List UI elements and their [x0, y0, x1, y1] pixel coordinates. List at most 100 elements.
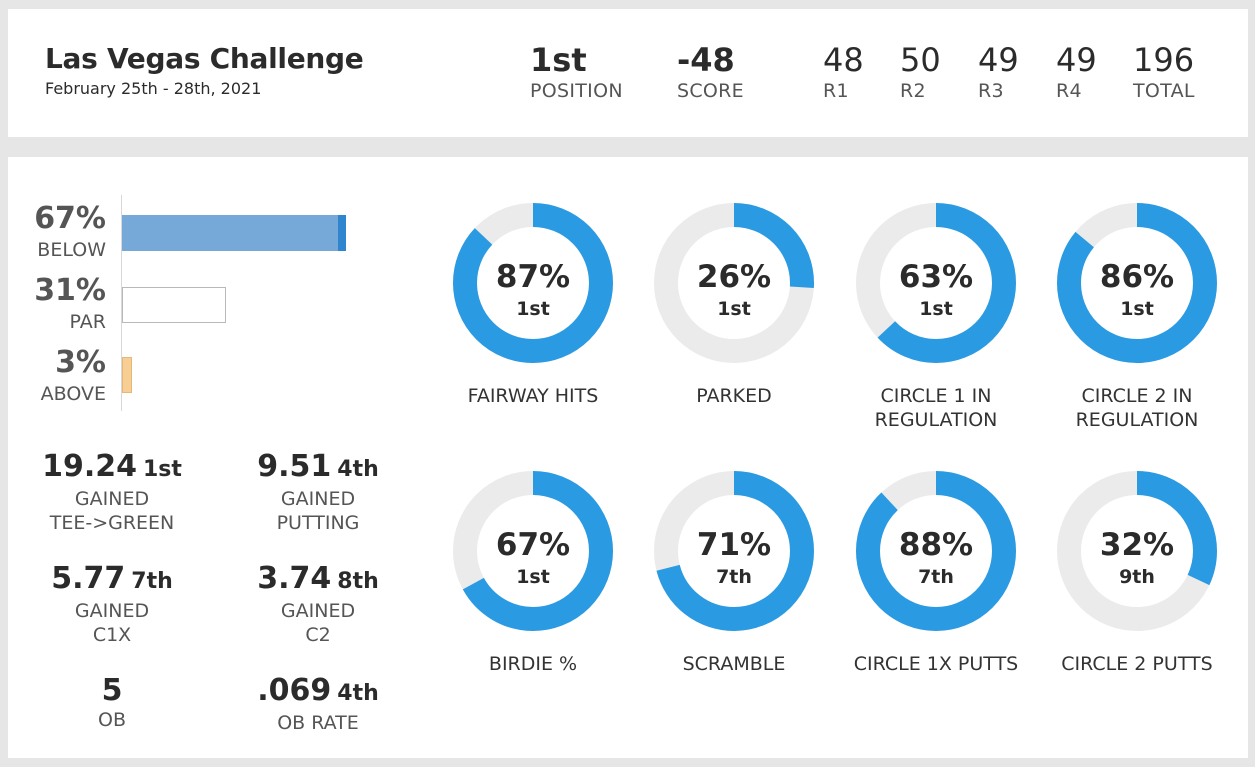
position-stat: 1st POSITION: [530, 41, 623, 102]
gained-c1x-rank: 7th: [131, 569, 173, 594]
total-label: TOTAL: [1133, 80, 1195, 102]
fairway-hits-rank: 1st: [516, 298, 550, 320]
c1-regulation-label-2: REGULATION: [874, 409, 998, 431]
birdie-donut: 67% 1st BIRDIE %: [433, 469, 633, 676]
par-percent: 31%: [34, 273, 106, 308]
gained-c1x-label-2: C1X: [92, 624, 132, 646]
c1-regulation-donut: 63% 1st CIRCLE 1 IN REGULATION: [836, 201, 1036, 432]
total-stat: 196 TOTAL: [1133, 41, 1195, 102]
c2-regulation-label-1: CIRCLE 2 IN: [1081, 385, 1193, 407]
gained-tee-green-label-1: GAINED: [74, 488, 150, 510]
bar-chart-axis: [121, 195, 122, 411]
parked-percent: 26%: [697, 259, 771, 295]
ob-label: OB: [98, 709, 126, 731]
above-par-bar: [122, 357, 132, 393]
c1x-putts-donut: 88% 7th CIRCLE 1X PUTTS: [836, 469, 1036, 676]
parked-label: PARKED: [696, 385, 772, 407]
c2-putts-percent: 32%: [1100, 527, 1174, 563]
fairway-hits-ring: 87% 1st: [453, 203, 613, 363]
round-1-value: 48: [823, 41, 864, 79]
position-value: 1st: [530, 41, 587, 79]
gained-tee-green-label-2: TEE->GREEN: [49, 512, 175, 534]
gained-c2-rank: 8th: [337, 569, 379, 594]
c2-putts-donut: 32% 9th CIRCLE 2 PUTTS: [1037, 469, 1237, 676]
above-par-percent: 3%: [55, 345, 106, 380]
gained-tee-green-stat: 19.24 1st GAINED TEE->GREEN: [12, 450, 212, 535]
gained-c1x-stat: 5.77 7th GAINED C1X: [12, 562, 212, 647]
gained-c2-stat: 3.74 8th GAINED C2: [218, 562, 418, 647]
c2-regulation-percent: 86%: [1100, 259, 1174, 295]
par-label: PAR: [69, 311, 106, 333]
c1-regulation-rank: 1st: [919, 298, 953, 320]
gained-c2-value: 3.74: [257, 561, 332, 596]
c2-putts-ring: 32% 9th: [1057, 471, 1217, 631]
scramble-ring: 71% 7th: [654, 471, 814, 631]
birdie-rank: 1st: [516, 566, 550, 588]
gained-c2-label-2: C2: [305, 624, 331, 646]
gained-putting-value: 9.51: [257, 449, 332, 484]
total-value: 196: [1133, 41, 1195, 79]
round-1-label: R1: [823, 80, 849, 102]
round-3-label: R3: [978, 80, 1004, 102]
c2-regulation-label-2: REGULATION: [1075, 409, 1199, 431]
fairway-hits-donut: 87% 1st FAIRWAY HITS: [433, 201, 633, 408]
c1x-putts-ring: 88% 7th: [856, 471, 1016, 631]
ob-rate-value: .069: [257, 673, 332, 708]
round-2-stat: 50 R2: [900, 41, 941, 102]
scramble-label: SCRAMBLE: [682, 653, 786, 675]
gained-putting-label-1: GAINED: [280, 488, 356, 510]
c2-regulation-ring: 86% 1st: [1057, 203, 1217, 363]
c1-regulation-percent: 63%: [899, 259, 973, 295]
c2-regulation-donut: 86% 1st CIRCLE 2 IN REGULATION: [1037, 201, 1237, 432]
gained-c1x-label-1: GAINED: [74, 600, 150, 622]
round-3-value: 49: [978, 41, 1019, 79]
parked-donut: 26% 1st PARKED: [634, 201, 834, 408]
round-2-label: R2: [900, 80, 926, 102]
c2-putts-rank: 9th: [1119, 566, 1155, 588]
c1-regulation-ring: 63% 1st: [856, 203, 1016, 363]
round-4-label: R4: [1056, 80, 1082, 102]
c1x-putts-rank: 7th: [918, 566, 954, 588]
round-3-stat: 49 R3: [978, 41, 1019, 102]
score-value: -48: [677, 41, 735, 79]
below-par-bar: [122, 215, 346, 251]
position-label: POSITION: [530, 80, 623, 102]
gained-putting-rank: 4th: [337, 457, 379, 482]
c2-regulation-rank: 1st: [1120, 298, 1154, 320]
score-label: SCORE: [677, 80, 744, 102]
fairway-hits-percent: 87%: [496, 259, 570, 295]
birdie-label: BIRDIE %: [488, 653, 578, 675]
fairway-hits-label: FAIRWAY HITS: [467, 385, 599, 407]
scramble-rank: 7th: [716, 566, 752, 588]
ob-rate-stat: .069 4th OB RATE: [218, 674, 418, 735]
gained-putting-label-2: PUTTING: [276, 512, 360, 534]
parked-ring: 26% 1st: [654, 203, 814, 363]
scramble-donut: 71% 7th SCRAMBLE: [634, 469, 834, 676]
above-par-label: ABOVE: [40, 383, 106, 405]
round-2-value: 50: [900, 41, 941, 79]
below-par-percent: 67%: [34, 201, 106, 236]
gained-tee-green-rank: 1st: [142, 457, 182, 482]
c2-putts-label: CIRCLE 2 PUTTS: [1061, 653, 1213, 675]
round-4-stat: 49 R4: [1056, 41, 1097, 102]
c1x-putts-label: CIRCLE 1X PUTTS: [853, 653, 1019, 675]
ob-value: 5: [101, 673, 123, 708]
parked-rank: 1st: [717, 298, 751, 320]
ob-rate-rank: 4th: [337, 681, 379, 706]
c1-regulation-label-1: CIRCLE 1 IN: [880, 385, 992, 407]
round-4-value: 49: [1056, 41, 1097, 79]
score-stat: -48 SCORE: [677, 41, 744, 102]
birdie-ring: 67% 1st: [453, 471, 613, 631]
gained-c2-label-1: GAINED: [280, 600, 356, 622]
gained-tee-green-value: 19.24: [42, 449, 137, 484]
scramble-percent: 71%: [697, 527, 771, 563]
par-bar: [122, 287, 226, 323]
event-dates: February 25th - 28th, 2021: [45, 79, 262, 98]
gained-c1x-value: 5.77: [51, 561, 126, 596]
event-header-card: Las Vegas Challenge February 25th - 28th…: [8, 9, 1248, 137]
round-1-stat: 48 R1: [823, 41, 864, 102]
below-par-label: BELOW: [37, 239, 106, 261]
stats-card: 67% BELOW 31% PAR 3% ABOVE 19.24 1st GAIN…: [8, 157, 1248, 758]
ob-rate-label: OB RATE: [277, 712, 359, 734]
c1x-putts-percent: 88%: [899, 527, 973, 563]
